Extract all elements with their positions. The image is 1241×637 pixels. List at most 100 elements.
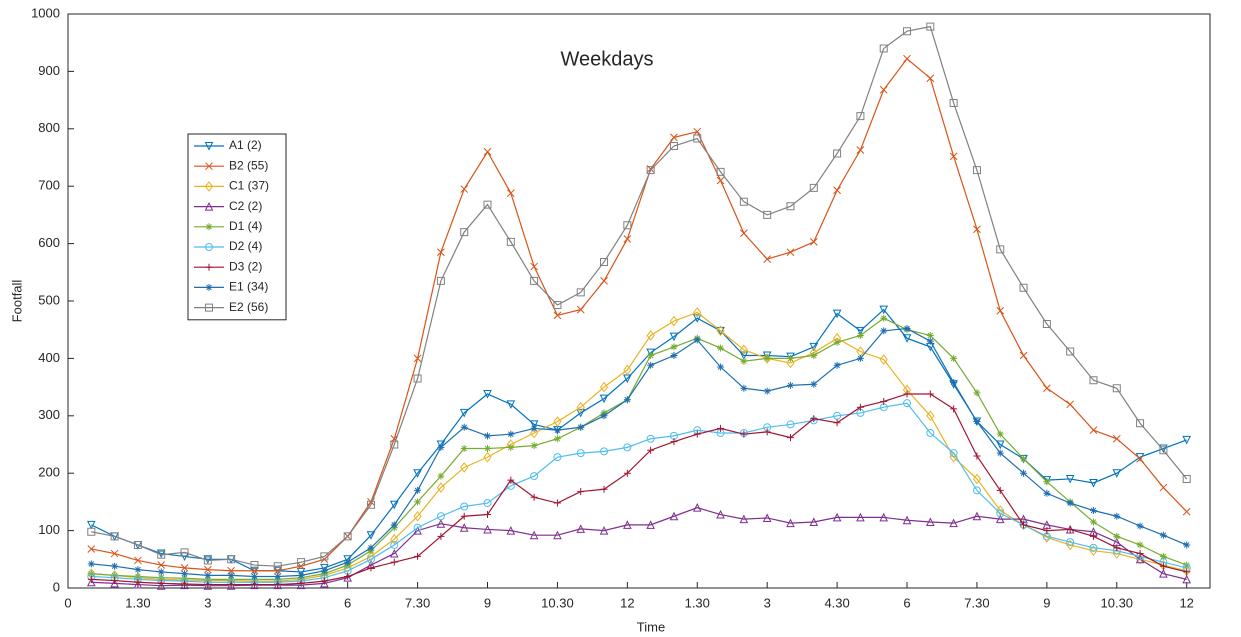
marker bbox=[1066, 525, 1074, 533]
x-tick-label: 0 bbox=[64, 595, 71, 610]
marker bbox=[484, 445, 492, 453]
marker bbox=[926, 517, 935, 526]
x-tick-label: 3 bbox=[204, 595, 211, 610]
legend-label: C2 (2) bbox=[229, 199, 262, 213]
marker bbox=[343, 532, 352, 541]
marker bbox=[111, 571, 119, 579]
marker bbox=[413, 510, 422, 522]
legend-label: E2 (56) bbox=[229, 300, 268, 314]
marker bbox=[483, 389, 492, 399]
marker bbox=[413, 374, 422, 383]
marker bbox=[996, 430, 1004, 438]
marker bbox=[553, 301, 562, 310]
marker bbox=[577, 423, 585, 431]
chart-title: Weekdays bbox=[560, 48, 653, 70]
marker bbox=[996, 449, 1004, 457]
marker bbox=[600, 277, 608, 285]
series-line bbox=[91, 393, 1187, 586]
y-tick-label: 500 bbox=[38, 292, 60, 307]
marker bbox=[110, 578, 119, 588]
x-tick-label: 6 bbox=[903, 595, 910, 610]
marker bbox=[600, 257, 609, 266]
marker bbox=[623, 221, 632, 230]
marker bbox=[762, 513, 772, 522]
y-tick-label: 200 bbox=[38, 465, 60, 480]
marker bbox=[320, 552, 329, 561]
marker bbox=[1112, 548, 1121, 559]
marker bbox=[1066, 538, 1075, 547]
marker bbox=[763, 354, 771, 362]
marker bbox=[204, 181, 214, 192]
series-line bbox=[91, 57, 1188, 572]
marker bbox=[926, 74, 935, 83]
marker bbox=[1089, 478, 1098, 488]
marker bbox=[833, 149, 842, 158]
x-tick-label: 4.30 bbox=[824, 595, 849, 610]
marker bbox=[996, 509, 1005, 518]
marker bbox=[227, 555, 236, 564]
marker bbox=[902, 334, 912, 343]
marker bbox=[1065, 474, 1075, 484]
marker bbox=[926, 337, 934, 345]
marker bbox=[390, 533, 399, 545]
marker bbox=[390, 521, 398, 529]
marker bbox=[1136, 522, 1144, 530]
series-line bbox=[91, 327, 1187, 578]
marker bbox=[86, 577, 96, 587]
marker bbox=[809, 342, 819, 352]
marker bbox=[1042, 319, 1051, 328]
marker bbox=[530, 262, 538, 271]
marker bbox=[553, 453, 562, 462]
x-tick-label: 7.30 bbox=[405, 595, 430, 610]
marker bbox=[646, 520, 655, 529]
marker bbox=[1043, 384, 1051, 393]
marker bbox=[995, 440, 1005, 450]
marker bbox=[879, 85, 888, 94]
marker bbox=[460, 462, 469, 473]
marker bbox=[111, 562, 119, 570]
marker bbox=[1182, 474, 1191, 483]
marker bbox=[413, 523, 422, 532]
marker bbox=[437, 472, 445, 480]
marker bbox=[204, 201, 214, 211]
marker bbox=[1112, 434, 1121, 443]
marker bbox=[483, 451, 492, 463]
marker bbox=[740, 430, 748, 438]
marker bbox=[903, 390, 911, 398]
marker bbox=[320, 567, 328, 575]
marker bbox=[483, 147, 492, 156]
marker bbox=[157, 550, 166, 559]
marker bbox=[576, 288, 585, 297]
y-tick-label: 300 bbox=[38, 407, 60, 422]
marker bbox=[436, 440, 446, 450]
marker bbox=[739, 514, 749, 524]
marker bbox=[507, 430, 515, 438]
marker bbox=[740, 229, 748, 238]
marker bbox=[156, 581, 166, 590]
marker bbox=[86, 520, 96, 530]
marker bbox=[227, 575, 235, 583]
marker bbox=[716, 325, 725, 337]
marker bbox=[669, 511, 679, 521]
marker bbox=[205, 283, 213, 291]
marker bbox=[506, 189, 515, 197]
marker bbox=[367, 544, 375, 552]
marker bbox=[973, 389, 981, 397]
marker bbox=[157, 568, 165, 576]
marker bbox=[903, 399, 912, 408]
marker bbox=[1113, 544, 1121, 552]
marker bbox=[786, 248, 795, 257]
marker bbox=[833, 338, 841, 346]
marker bbox=[647, 446, 655, 454]
marker bbox=[529, 530, 539, 540]
marker bbox=[273, 566, 282, 575]
marker bbox=[1159, 531, 1167, 539]
marker bbox=[600, 412, 608, 420]
marker bbox=[297, 579, 305, 587]
marker bbox=[205, 303, 213, 312]
marker bbox=[1182, 507, 1191, 516]
marker bbox=[950, 354, 958, 362]
marker bbox=[366, 531, 376, 540]
y-axis-label: Footfall bbox=[9, 280, 24, 323]
marker bbox=[180, 580, 189, 590]
